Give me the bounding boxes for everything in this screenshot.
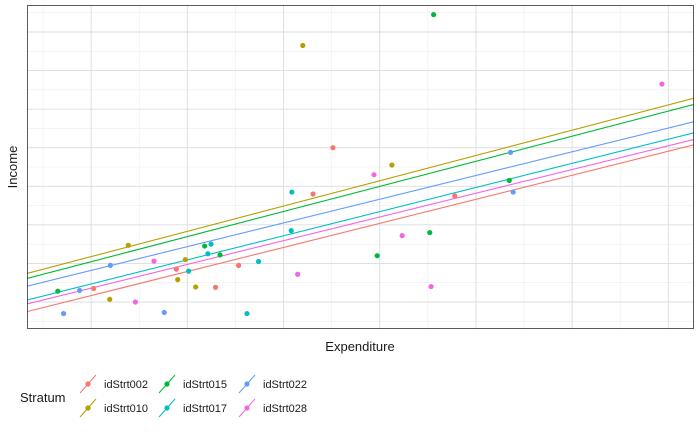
y-axis-title: Income — [5, 146, 20, 189]
point-idStrt010 — [193, 284, 199, 290]
data-points — [55, 12, 665, 317]
legend-key-idStrt017 — [158, 398, 176, 418]
point-idStrt002 — [91, 285, 97, 292]
point-idStrt010 — [175, 277, 181, 283]
point-idStrt017 — [288, 228, 294, 234]
point-idStrt017 — [244, 310, 250, 317]
point-idStrt022 — [507, 149, 514, 155]
point-idStrt022 — [76, 287, 83, 294]
point-idStrt010 — [300, 42, 306, 49]
legend-key-point — [164, 381, 170, 387]
point-idStrt002 — [173, 266, 180, 272]
point-idStrt015 — [217, 252, 223, 258]
point-idStrt028 — [399, 233, 405, 239]
legend-label-idStrt028: idStrt028 — [263, 403, 307, 415]
legend-key-idStrt010 — [79, 398, 97, 418]
legend-key-point — [244, 381, 250, 387]
point-idStrt010 — [182, 256, 189, 263]
fit-line-idStrt017 — [27, 132, 694, 301]
point-idStrt017 — [205, 251, 211, 257]
point-idStrt015 — [431, 12, 437, 18]
point-idStrt028 — [295, 271, 301, 277]
legend-key-point — [85, 381, 91, 387]
legend: Stratum idStrt002 idStrt010 idStrt015 idStr… — [20, 374, 307, 418]
fit-line-idStrt022 — [27, 121, 694, 287]
point-idStrt010 — [107, 296, 113, 302]
point-idStrt015 — [374, 253, 380, 259]
point-idStrt028 — [151, 258, 157, 264]
legend-key-point — [85, 405, 91, 411]
point-idStrt022 — [107, 262, 113, 268]
point-idStrt017 — [208, 241, 214, 247]
fit-line-idStrt002 — [27, 144, 694, 313]
x-axis-title: Expenditure — [325, 339, 394, 354]
point-idStrt015 — [427, 229, 433, 236]
legend-label-idStrt010: idStrt010 — [104, 403, 148, 415]
legend-label-idStrt022: idStrt022 — [263, 379, 307, 391]
legend-key-point — [244, 405, 250, 411]
point-idStrt002 — [452, 193, 458, 199]
point-idStrt002 — [212, 284, 219, 290]
legend-label-idStrt002: idStrt002 — [104, 379, 148, 391]
point-idStrt010 — [389, 162, 395, 168]
legend-label-idStrt017: idStrt017 — [183, 403, 227, 415]
point-idStrt002 — [310, 191, 316, 197]
legend-key-idStrt022 — [238, 374, 256, 394]
legend-key-point — [164, 405, 170, 411]
legend-key-idStrt028 — [238, 398, 256, 418]
point-idStrt015 — [506, 177, 512, 184]
fit-lines — [27, 97, 694, 313]
legend-key-idStrt015 — [158, 374, 176, 394]
point-idStrt028 — [659, 81, 665, 87]
point-idStrt028 — [132, 299, 138, 305]
point-idStrt017 — [186, 268, 192, 274]
minor-gridlines — [27, 5, 694, 329]
fit-line-idStrt028 — [27, 138, 694, 305]
fit-line-idStrt010 — [27, 97, 694, 274]
point-idStrt028 — [428, 283, 434, 290]
plot-panel-border — [27, 5, 694, 329]
point-idStrt022 — [161, 309, 167, 316]
point-idStrt015 — [55, 288, 61, 294]
point-idStrt017 — [255, 258, 262, 265]
fit-line-idStrt015 — [27, 103, 694, 280]
point-idStrt028 — [371, 172, 377, 178]
legend-label-idStrt015: idStrt015 — [183, 379, 227, 391]
point-idStrt017 — [289, 189, 295, 195]
legend-key-idStrt002 — [79, 374, 97, 394]
point-idStrt022 — [510, 189, 516, 195]
point-idStrt010 — [125, 242, 131, 248]
point-idStrt002 — [330, 145, 336, 151]
point-idStrt002 — [236, 262, 242, 268]
legend-title: Stratum — [20, 390, 66, 405]
point-idStrt022 — [60, 310, 67, 317]
point-idStrt015 — [202, 243, 208, 249]
